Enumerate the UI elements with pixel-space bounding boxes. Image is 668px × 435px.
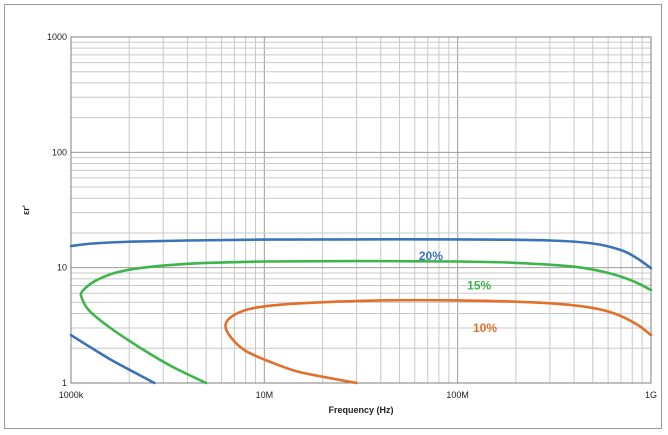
- x-axis-label: Frequency (Hz): [328, 405, 393, 415]
- x-tick-label: 1G: [645, 390, 657, 400]
- y-tick-label: 100: [52, 147, 67, 157]
- series-label-10pct: 10%: [473, 321, 497, 335]
- series-line-20pct-0: [69, 237, 653, 270]
- plot-border: [70, 36, 652, 384]
- series-label-15pct: 15%: [467, 279, 491, 293]
- series-labels: 20% 15% 10%: [419, 249, 497, 335]
- line-chart: 20% 15% 10% 1000k 10M 100M 1G 1 10 100 1000 Freq…: [21, 32, 657, 415]
- series-line-15pct-0: [79, 259, 653, 385]
- series-line-10pct-0: [224, 298, 653, 385]
- plot-area: [71, 37, 651, 383]
- y-axis-label: εr': [21, 205, 31, 215]
- x-tick-label: 100M: [446, 390, 469, 400]
- gridlines: [70, 37, 651, 384]
- y-tick-label: 1: [62, 378, 67, 388]
- x-tick-labels: 1000k 10M 100M 1G: [59, 390, 657, 400]
- series-layer: [69, 237, 653, 385]
- y-tick-label: 1000: [47, 32, 67, 42]
- y-tick-labels: 1 10 100 1000: [47, 32, 67, 388]
- x-tick-label: 1000k: [59, 390, 84, 400]
- series-label-20pct: 20%: [419, 249, 443, 263]
- series-line-20pct-1: [69, 333, 156, 385]
- x-tick-label: 10M: [256, 390, 274, 400]
- y-tick-label: 10: [57, 263, 67, 273]
- chart-frame: 20% 15% 10% 1000k 10M 100M 1G 1 10 100 1000 Freq…: [4, 4, 662, 429]
